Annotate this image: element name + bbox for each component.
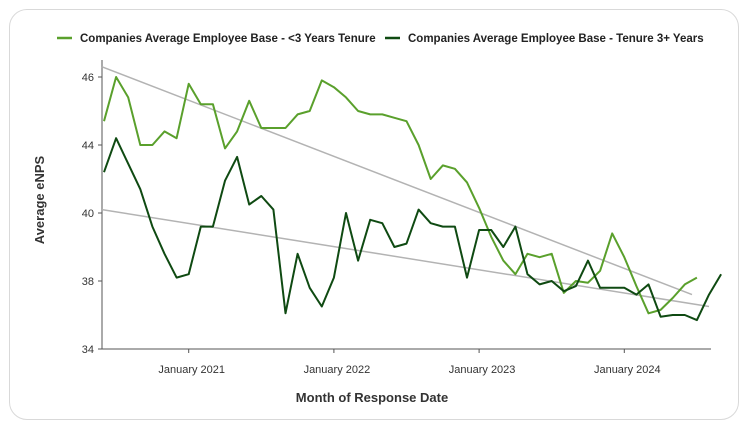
- y-tick-label-1: 38: [82, 276, 94, 288]
- x-tick-label-2: January 2023: [449, 364, 516, 376]
- y-tick-label-3: 44: [82, 140, 94, 152]
- y-tick-label-4: 46: [82, 72, 94, 84]
- y-ticks: 34 38 40 44 46: [82, 72, 102, 356]
- legend-label-3plus: Companies Average Employee Base - Tenure…: [408, 33, 704, 45]
- legend: Companies Average Employee Base - <3 Yea…: [57, 33, 704, 45]
- legend-label-lt3: Companies Average Employee Base - <3 Yea…: [80, 33, 376, 45]
- x-tick-label-0: January 2021: [158, 364, 225, 376]
- series-lines: [103, 76, 722, 322]
- trend-lines: [101, 66, 710, 308]
- y-tick-label-2: 40: [82, 208, 94, 220]
- x-tick-label-3: January 2024: [594, 364, 661, 376]
- x-tick-label-1: January 2022: [304, 364, 371, 376]
- y-tick-label-0: 34: [82, 344, 94, 356]
- x-axis-title: Month of Response Date: [296, 390, 448, 405]
- x-ticks: January 2021 January 2022 January 2023 Janu…: [158, 349, 661, 376]
- y-axis-title: Average eNPS: [32, 155, 47, 244]
- series-line-0: [103, 76, 698, 315]
- series-line-1: [103, 137, 722, 322]
